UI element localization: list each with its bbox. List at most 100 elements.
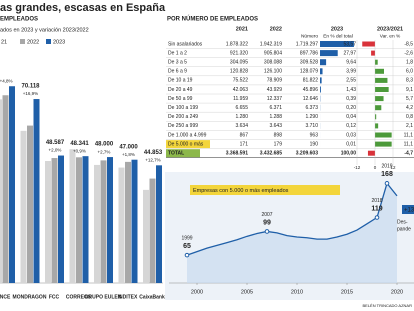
cell: 3.209.603 — [296, 151, 318, 157]
var-label: 11,1 — [404, 132, 414, 138]
bar — [33, 99, 40, 283]
main-title: as grandes, escasas en España — [0, 2, 166, 14]
cell: 897.786 — [300, 50, 318, 56]
x-tick-label: 2010 — [291, 289, 303, 295]
annotation: Des- — [397, 219, 408, 225]
var-label: 5,7 — [406, 96, 413, 102]
bar — [100, 160, 107, 283]
line-title: Empresas con 5.000 o más empleados — [193, 188, 289, 194]
subtitle: EMPLEADOS — [0, 17, 38, 23]
value-label: 70.118 — [21, 84, 40, 90]
table-title: POR NÚMERO DE EMPLEADOS — [167, 16, 258, 23]
bar — [20, 130, 27, 283]
annotation: +13 — [404, 208, 414, 214]
pct-label: 100,00 — [341, 151, 357, 157]
bar — [9, 86, 15, 283]
cell: 308.088 — [264, 60, 282, 66]
cell: 6.373 — [305, 105, 318, 111]
var-bar — [375, 123, 379, 129]
area — [187, 183, 397, 283]
category-label: FCC — [49, 294, 60, 300]
var-bar — [375, 77, 388, 83]
cell: 128.079 — [300, 69, 318, 75]
legend-label: 2023 — [53, 39, 65, 45]
pct-label: 2,55 — [346, 78, 356, 84]
row-label: De 1.000 a 4.999 — [168, 132, 207, 138]
category-label: NCE — [0, 294, 11, 300]
pct-label: 0,04 — [346, 114, 356, 120]
value-label: 48.341 — [70, 141, 89, 147]
var-tick-label: 0 — [374, 165, 377, 170]
variation-label: +16,9% — [23, 91, 38, 96]
row-highlight — [166, 149, 200, 158]
caption: ados en 2023 y variación 2023/2022 — [0, 27, 89, 33]
cell: 1.878.322 — [226, 41, 248, 47]
value-label: 48.000 — [95, 142, 114, 148]
var-bar — [367, 150, 375, 156]
cell: 45.896 — [303, 87, 319, 93]
bar — [76, 157, 82, 283]
cell: 304.095 — [230, 60, 248, 66]
var-label: 9,1 — [406, 87, 413, 93]
bar — [27, 125, 33, 284]
year-label: 2018 — [371, 198, 382, 204]
cell: 6.655 — [235, 105, 248, 111]
cell: 1.719.297 — [296, 41, 318, 47]
bar — [149, 178, 156, 283]
x-tick-label: 2020 — [391, 289, 403, 295]
x-tick-label: 2000 — [191, 289, 203, 295]
bar — [69, 149, 76, 283]
pct-label: 53,57 — [343, 41, 356, 47]
bar — [0, 99, 2, 284]
cell: 309.528 — [300, 60, 318, 66]
bar — [156, 165, 162, 283]
cell: 179 — [274, 141, 283, 147]
cell: 171 — [240, 141, 249, 147]
var-label: 4,2 — [406, 105, 413, 111]
cell: 1.288 — [269, 114, 282, 120]
bar — [94, 164, 100, 283]
cell: 12.646 — [303, 96, 319, 102]
cell: 126.100 — [264, 69, 282, 75]
row-label: De 5.000 o más — [168, 141, 204, 147]
var-label: 0,8 — [406, 114, 413, 120]
subcolumn-header: Número — [301, 33, 318, 39]
bar — [143, 189, 149, 283]
variation-label: +1,8% — [122, 152, 135, 157]
var-label: -8,5 — [404, 41, 413, 47]
var-label: 11,1 — [404, 141, 414, 147]
cell: 78.909 — [267, 78, 283, 84]
point — [184, 252, 190, 258]
var-bar — [375, 132, 392, 138]
bar — [131, 159, 138, 283]
pct-label: 0,12 — [346, 123, 356, 129]
subcolumn-header: En % del total — [323, 33, 353, 39]
cell: 3.634 — [235, 123, 248, 129]
x-tick-label: 2015 — [341, 289, 353, 295]
var-label: 6,0 — [406, 69, 413, 75]
row-label: De 250 a 999 — [168, 123, 198, 129]
cell: 81.822 — [303, 78, 319, 84]
category-label: CaixaBank — [139, 294, 165, 300]
pct-label: 0,20 — [346, 105, 356, 111]
title-box — [190, 185, 340, 195]
legend-swatch — [46, 39, 51, 44]
row-label: De 1 a 2 — [168, 50, 187, 56]
var-label: 2,1 — [406, 123, 413, 129]
value-label: 44.853 — [144, 150, 163, 156]
cell: 1.942.319 — [260, 41, 282, 47]
annotation: pande — [397, 226, 411, 232]
legend-label: 21 — [1, 39, 7, 45]
pct-bar — [320, 68, 323, 75]
var-bar — [375, 59, 378, 65]
category-label: MONDRAGON — [13, 294, 47, 300]
subcolumn-header: Var. en % — [380, 33, 401, 39]
pct-label: 0,39 — [346, 96, 356, 102]
cell: 963 — [310, 132, 319, 138]
bar — [125, 161, 131, 283]
cell: 3.643 — [269, 123, 282, 129]
row-label: TOTAL — [168, 151, 184, 157]
var-bar — [375, 96, 384, 102]
bar — [58, 155, 64, 283]
pct-bar — [320, 50, 338, 57]
